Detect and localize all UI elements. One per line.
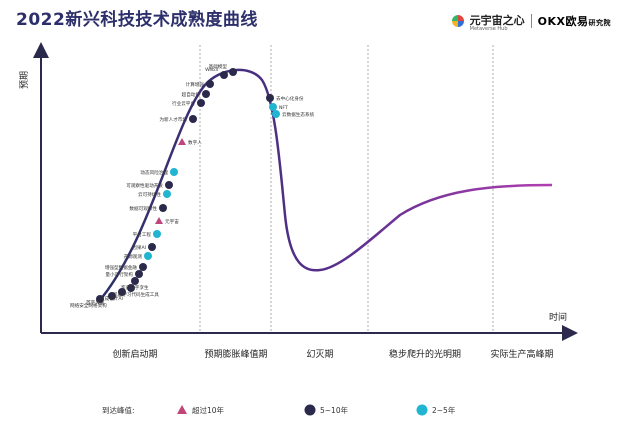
- point-marker: [135, 270, 143, 278]
- point-marker: [127, 284, 135, 292]
- phase-label: 实际生产高峰期: [490, 348, 553, 360]
- point-marker: [266, 94, 274, 102]
- point-label: 机器学习代码生成工具: [113, 291, 159, 298]
- point-label: 客户数字孪生: [121, 284, 149, 291]
- brand-divider: [530, 13, 532, 28]
- point-marker: [153, 230, 161, 238]
- point-marker: [220, 71, 228, 79]
- point-label: 数字人: [188, 139, 202, 146]
- legend-circle-icon: [416, 404, 428, 416]
- point-label: 去中心化身份: [276, 95, 304, 102]
- point-label: 首字风暴: [86, 299, 105, 306]
- point-label: 数据可观察性: [129, 205, 157, 212]
- phase-labels: 创新启动期 预期膨胀峰值期 幻灭期 稳步爬升的光明期 实际生产高峰期: [112, 348, 553, 360]
- point-label: 开源观测: [124, 253, 143, 260]
- phase-label: 稳步爬升的光明期: [389, 348, 461, 360]
- point-marker: [229, 68, 237, 76]
- point-marker: [144, 252, 152, 260]
- point-marker: [118, 288, 126, 296]
- point-marker: [269, 103, 277, 111]
- point-label: 超自动化: [182, 91, 201, 98]
- point-label: 网络安全网格架构: [70, 302, 107, 309]
- phase-label: 创新启动期: [112, 348, 157, 360]
- point-marker: [272, 110, 280, 118]
- point-marker: [108, 292, 116, 300]
- point-marker: [202, 90, 210, 98]
- point-label: 动态风险治理: [140, 169, 168, 176]
- point-label: 计算增强: [186, 81, 205, 88]
- point-label: 云数据生态系统: [282, 111, 315, 118]
- point-label: NFT: [279, 105, 288, 111]
- y-axis-label: 预期: [19, 71, 30, 89]
- legend-label: 2~5年: [432, 405, 456, 415]
- point-label: 基础模型: [209, 63, 228, 70]
- brand-block: 元宇宙之心 Metaverse Hub: [470, 9, 525, 32]
- x-axis-label: 时间: [549, 311, 567, 323]
- brand-sub: Metaverse Hub: [469, 26, 508, 32]
- page-title: 2022新兴科技技术成熟度曲线: [16, 10, 258, 30]
- point-label: 平台工程: [133, 231, 152, 238]
- point-label: 量小可行架构: [105, 271, 133, 278]
- point-marker: [189, 115, 197, 123]
- partner-name: OKX欧易: [537, 14, 589, 28]
- triangle-marker-icon: [155, 217, 163, 224]
- phase-dividers: [199, 45, 494, 333]
- point-label: 行业云平台: [172, 100, 195, 107]
- metaverse-hub-logo-icon: [451, 14, 464, 27]
- legend-label: 5~10年: [320, 405, 349, 415]
- point-label: 云可持续性: [138, 191, 161, 198]
- point-label: 元宇宙: [165, 218, 179, 225]
- point-label: 为新人才市场: [159, 116, 187, 123]
- partner-brand: OKX欧易研究院: [538, 13, 611, 29]
- point-marker: [139, 263, 147, 271]
- point-label: Web3: [205, 67, 218, 73]
- point-label: 增强型数据金融: [105, 264, 138, 271]
- point-marker: [148, 243, 156, 251]
- point-label: 生成设计AI: [100, 295, 123, 302]
- triangle-marker-icon: [178, 138, 186, 145]
- partner-suffix: 研究院: [588, 18, 611, 27]
- legend-label: 超过10年: [192, 405, 225, 415]
- point-marker: [131, 277, 139, 285]
- phase-label: 预期膨胀峰值期: [204, 348, 267, 360]
- point-marker: [197, 99, 205, 107]
- point-label: 可观察性驱动开发: [126, 182, 163, 189]
- point-marker: [206, 80, 214, 88]
- legend: 到达峰值: 超过10年 5~10年 2~5年: [102, 404, 456, 416]
- point-marker: [165, 181, 173, 189]
- legend-triangle-icon: [177, 405, 187, 414]
- legend-title: 到达峰值:: [102, 405, 135, 415]
- point-marker: [159, 204, 167, 212]
- phase-label: 幻灭期: [306, 348, 333, 360]
- legend-circle-icon: [304, 404, 316, 416]
- brand-header: 元宇宙之心 Metaverse Hub OKX欧易研究院: [451, 9, 611, 32]
- point-marker: [163, 190, 171, 198]
- brand-name: 元宇宙之心: [469, 14, 525, 27]
- hype-curve: [99, 68, 553, 301]
- point-marker: [170, 168, 178, 176]
- point-label: 因果AI: [132, 245, 146, 251]
- point-marker: [96, 295, 104, 303]
